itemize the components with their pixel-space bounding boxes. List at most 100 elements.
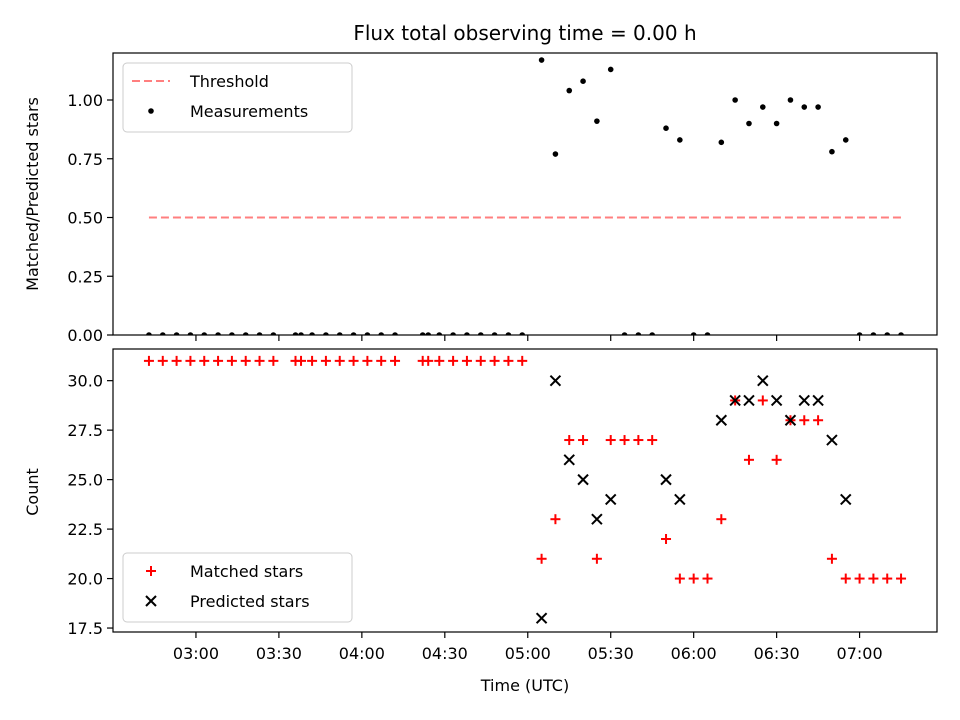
data-point (185, 355, 196, 366)
y-tick-label: 30.0 (67, 372, 103, 391)
legend-label: Measurements (190, 102, 308, 121)
y-tick-label: 27.5 (67, 421, 103, 440)
data-point (268, 355, 279, 366)
data-point (187, 332, 194, 335)
plot-area (143, 355, 907, 624)
bottom-y-axis-label: Count (23, 468, 42, 516)
data-point (256, 332, 263, 335)
legend-label: Predicted stars (190, 592, 310, 611)
data-point (491, 332, 498, 335)
data-point (688, 573, 699, 584)
data-point (307, 355, 318, 366)
legend-box (122, 552, 353, 623)
data-point (870, 332, 877, 335)
data-point (505, 332, 512, 335)
data-point (884, 332, 891, 335)
data-point (475, 355, 486, 366)
data-point (759, 104, 766, 110)
data-point (677, 137, 683, 143)
data-point (425, 332, 432, 335)
data-point (240, 355, 251, 366)
data-point (815, 104, 821, 110)
data-point (660, 473, 672, 486)
y-tick-label: 20.0 (67, 570, 103, 589)
data-point (718, 139, 725, 146)
y-tick-label: 17.5 (67, 619, 103, 638)
y-tick-label: 0.25 (67, 267, 103, 286)
x-tick-label: 05:00 (505, 644, 551, 663)
data-point (143, 355, 154, 366)
legend-item: Matched stars (146, 562, 303, 581)
data-point (896, 573, 907, 584)
data-point (552, 151, 559, 157)
data-point (213, 355, 224, 366)
plot-area (146, 57, 904, 335)
data-point (674, 573, 685, 584)
data-point (757, 395, 768, 406)
x-tick-label: 07:00 (837, 644, 883, 663)
data-point (350, 332, 357, 335)
data-point (743, 454, 754, 465)
data-point (826, 434, 838, 446)
data-point (605, 435, 616, 446)
data-point (591, 553, 602, 564)
data-point (607, 66, 614, 73)
data-point (674, 493, 686, 506)
data-point (292, 332, 299, 335)
data-point (704, 332, 711, 335)
data-point (578, 435, 589, 446)
data-point (813, 415, 824, 426)
x-tick-label: 06:00 (671, 644, 717, 663)
data-point (215, 332, 221, 335)
data-point (661, 533, 672, 544)
axes-frame (112, 348, 938, 633)
data-point (770, 394, 783, 407)
bottom-panel: 17.5 20.0 22.5 25.0 27.5 30.0 03:00 03:30 04:00 0… (67, 348, 938, 663)
legend-label: Matched stars (190, 562, 303, 581)
y-tick-label: 0.50 (67, 209, 103, 228)
data-point (489, 355, 500, 366)
data-point (649, 332, 655, 335)
data-point (702, 573, 713, 584)
data-point (594, 118, 600, 124)
data-point (448, 355, 459, 366)
data-point (799, 415, 810, 426)
data-point (715, 414, 728, 426)
data-point (773, 120, 780, 127)
x-tick-label: 04:00 (339, 644, 385, 663)
data-point (270, 332, 277, 335)
y-tick-label: 0.75 (67, 150, 103, 169)
data-point (503, 355, 514, 366)
data-point (536, 553, 547, 564)
data-point (298, 332, 304, 335)
data-point (826, 553, 837, 564)
chart-title: Flux total observing time = 0.00 h (353, 21, 696, 45)
x-tick-label: 03:30 (256, 644, 302, 663)
data-point (771, 454, 782, 465)
data-point (254, 355, 265, 366)
data-point (423, 355, 434, 366)
y-tick-label: 22.5 (67, 520, 103, 539)
data-point (732, 97, 738, 103)
data-point (538, 57, 545, 63)
legend-swatch (148, 108, 154, 114)
data-point (729, 394, 741, 407)
data-point (157, 355, 168, 366)
data-point (436, 332, 443, 335)
data-point (226, 355, 237, 366)
data-point (635, 332, 642, 335)
data-point (854, 573, 865, 584)
data-point (334, 355, 345, 366)
data-point (757, 374, 769, 387)
data-point (801, 104, 808, 110)
x-tick-label: 03:00 (173, 644, 219, 663)
legend-label: Threshold (189, 72, 269, 91)
data-point (549, 374, 562, 387)
data-point (829, 148, 835, 155)
series-matched-stars (143, 355, 907, 584)
data-point (392, 332, 398, 335)
data-point (229, 332, 235, 335)
data-point (146, 332, 152, 335)
data-point (362, 355, 373, 366)
